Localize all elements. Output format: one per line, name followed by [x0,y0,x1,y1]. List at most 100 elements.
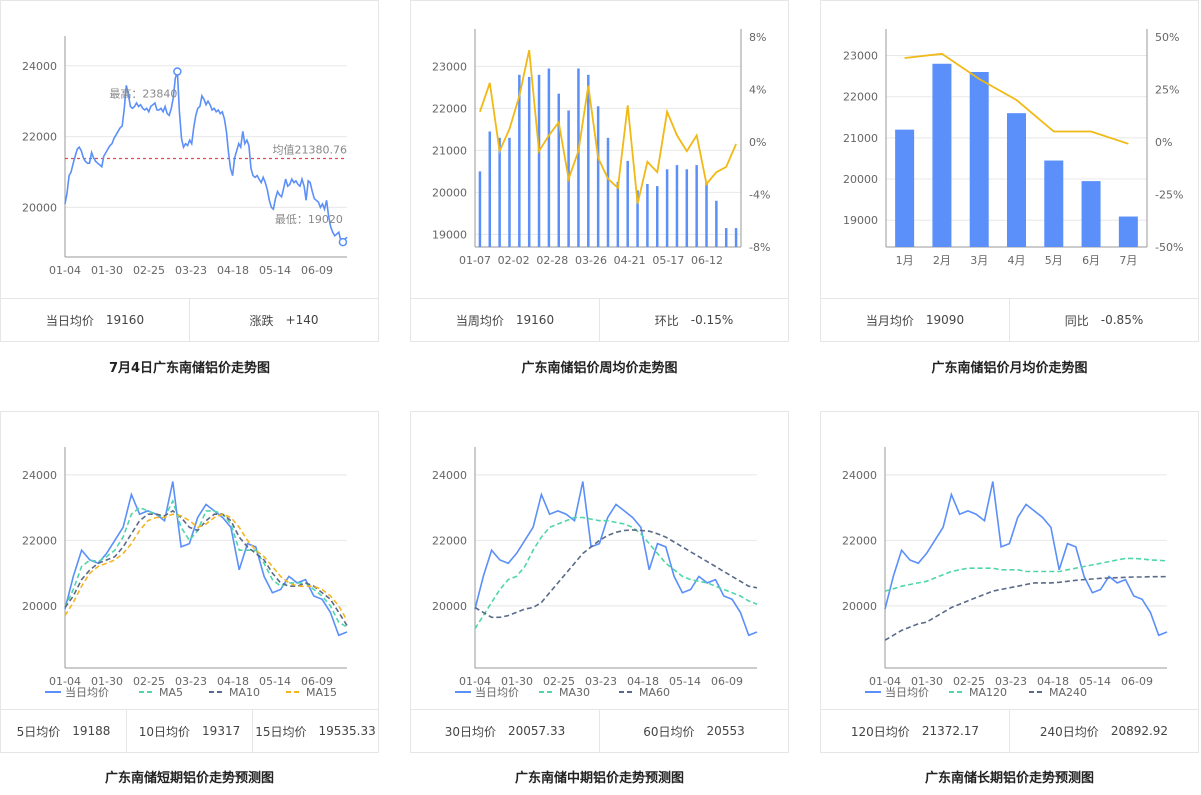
y-tick-label: 22000 [432,102,467,115]
stat-item: 10日均价 19317 [127,710,253,752]
stat-item: 15日均价 19535.33 [255,724,376,739]
x-tick-label: 06-09 [301,675,333,688]
y2-tick-label: 25% [1155,84,1179,97]
legend-label: 当日均价 [475,685,519,699]
x-tick-label: 05-14 [259,264,291,277]
y-tick-label: 19000 [843,214,878,227]
daily-price-card: 20000 22000 24000 01-04 01-30 02-25 03-23 04-18… [0,0,379,342]
stat-item: 30日均价 20057.33 [411,710,600,752]
bar [675,165,679,247]
series-line-daily [474,481,758,637]
min-label: 最低：19020 [275,213,343,226]
x-tick-label: 4月 [1008,254,1026,267]
x-tick-label: 05-14 [259,675,291,688]
long-term-stats: 120日均价 21372.17 240日均价 20892.92 [821,709,1198,752]
x-tick-label: 04-18 [217,264,249,277]
bar [1007,113,1026,247]
x-tick-label: 02-25 [133,264,165,277]
bar [478,171,482,247]
series-line-ma [64,498,348,628]
weekly-price-card: 19000 20000 21000 22000 23000 8% 4% 0% -4% -8% 01-… [410,0,789,342]
x-tick-label: 02-25 [953,675,985,688]
stat-item: 5日均价 19188 [1,710,127,752]
bar [932,63,952,247]
x-tick-label: 02-25 [133,675,165,688]
min-marker [338,237,348,247]
mid-term-card: 20000 22000 24000 01-04 01-30 02-25 03-23 04-18… [410,411,789,753]
y-tick-label: 20000 [432,186,467,199]
daily-price-chart: 20000 22000 24000 01-04 01-30 02-25 03-23 04-18… [22,36,348,277]
x-tick-label: 04-18 [1037,675,1069,688]
series-line-ma [64,509,348,626]
x-tick-label: 04-18 [217,675,249,688]
bar [665,169,669,247]
series-line-ma [474,516,758,630]
monthly-price-chart: 19000 20000 21000 22000 23000 50% 25% 0% -25% -50… [843,29,1183,267]
y2-tick-label: 4% [749,84,766,97]
bar [498,137,501,247]
stat-item: 60日均价 20553 [643,724,745,739]
x-tick-label: 1月 [896,254,914,267]
max-label: 最高：23840 [109,86,177,100]
y2-tick-label: 50% [1155,31,1179,44]
x-tick-label: 05-14 [669,675,701,688]
x-tick-label: 01-04 [869,675,901,688]
x-tick-label: 01-30 [91,264,123,277]
daily-stats: 当日均价 19160 涨跌 +140 [1,298,378,341]
bar [537,74,541,247]
y-tick-label: 20000 [842,600,877,613]
series-line-daily [64,71,348,244]
series-line-ma [64,513,348,621]
series-line-ma [884,557,1168,592]
chart-title: 广东南储铝价月均价走势图 [931,361,1088,376]
weekly-price-chart: 19000 20000 21000 22000 23000 8% 4% 0% -4% -8% 01-… [432,29,770,267]
legend-label: MA5 [159,686,183,699]
mid-term-stats: 30日均价 20057.33 60日均价 20553 [411,709,788,752]
change-rate-line [479,49,737,204]
y-tick-label: 20000 [22,201,57,214]
x-tick-label: 02-02 [498,254,530,267]
stat-item: 同比 -0.85% [1064,313,1144,328]
stat-item: 当日均价 19160 [1,299,190,341]
y-tick-label: 20000 [22,600,57,613]
y-tick-label: 24000 [842,469,877,482]
x-tick-label: 04-18 [627,675,659,688]
chart-title: 广东南储短期铝价走势预测图 [104,771,274,786]
bar [685,169,689,247]
bar [587,74,590,247]
y-tick-label: 22000 [843,91,878,104]
x-tick-label: 03-23 [585,675,617,688]
long-term-card: 20000 22000 24000 01-04 01-30 02-25 03-23 04-18… [820,411,1199,753]
x-tick-label: 01-04 [49,675,81,688]
bar [508,137,511,247]
y-tick-label: 22000 [22,534,57,547]
y-tick-label: 21000 [843,132,878,145]
y-tick-label: 19000 [432,228,467,241]
x-tick-label: 06-09 [711,675,743,688]
y-tick-label: 22000 [22,131,57,144]
series-line-daily [64,481,348,637]
bar [577,68,580,247]
x-tick-label: 04-21 [614,254,646,267]
bar [557,93,560,247]
bar [636,190,639,247]
y-tick-label: 24000 [22,60,57,73]
y2-tick-label: -50% [1155,241,1183,254]
bar [606,137,610,247]
change-rate-line [904,52,1129,145]
legend-label: MA15 [306,686,337,699]
x-tick-label: 01-07 [459,254,491,267]
average-label: 均值21380.76 [273,144,348,157]
x-tick-label: 01-30 [91,675,123,688]
short-term-stats: 5日均价 19188 10日均价 19317 15日均价 19535.33 [1,709,378,752]
x-tick-label: 03-23 [995,675,1027,688]
legend-label: 当日均价 [885,685,929,699]
x-tick-label: 03-26 [575,254,607,267]
bar [656,186,659,247]
x-tick-label: 05-17 [652,254,684,267]
bar [626,160,629,247]
bar [715,200,718,247]
legend-label: 当日均价 [65,685,109,699]
y2-tick-label: 0% [749,136,766,149]
stat-item: 240日均价 20892.92 [1039,724,1169,739]
